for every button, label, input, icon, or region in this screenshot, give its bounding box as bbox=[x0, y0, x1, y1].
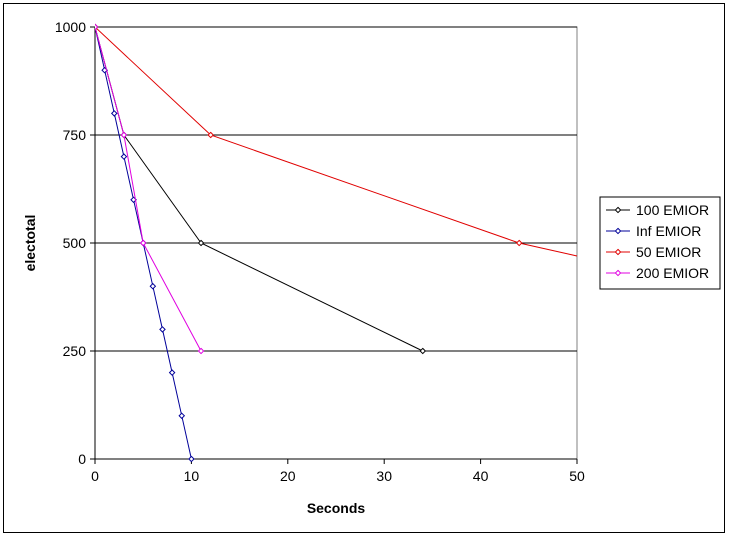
legend-marker bbox=[614, 269, 622, 277]
legend-label: Inf EMIOR bbox=[636, 223, 701, 239]
y-tick-label: 500 bbox=[63, 235, 87, 251]
data-point-marker bbox=[139, 239, 147, 247]
data-point-marker bbox=[207, 131, 214, 139]
legend-item: 200 EMIOR bbox=[606, 265, 709, 281]
y-tick-label: 1000 bbox=[55, 19, 86, 35]
data-point-marker bbox=[168, 369, 176, 376]
x-tick-label: 30 bbox=[376, 468, 392, 484]
series-line bbox=[95, 26, 202, 352]
data-point-marker bbox=[515, 239, 523, 247]
series-200-emior bbox=[95, 23, 205, 355]
data-point-marker bbox=[197, 239, 205, 247]
data-point-marker bbox=[178, 412, 186, 420]
x-tick-label: 0 bbox=[91, 468, 99, 484]
legend: 100 EMIOR Inf EMIOR 50 EMIOR 200 EMIOR bbox=[599, 196, 721, 290]
series-50-emior bbox=[95, 23, 578, 257]
y-tick-label: 250 bbox=[63, 343, 87, 359]
series-lines bbox=[95, 23, 578, 463]
x-tick-label: 50 bbox=[569, 468, 585, 484]
legend-marker bbox=[614, 227, 622, 235]
data-point-marker bbox=[95, 23, 99, 31]
data-point-marker bbox=[188, 455, 195, 463]
legend-marker bbox=[614, 206, 622, 214]
data-point-marker bbox=[149, 282, 157, 290]
x-tick-label: 20 bbox=[280, 468, 296, 484]
x-axis-title: Seconds bbox=[307, 500, 366, 516]
data-point-marker bbox=[120, 131, 128, 139]
y-tick-label: 0 bbox=[78, 451, 86, 467]
legend-label: 50 EMIOR bbox=[636, 244, 701, 260]
x-tick-label: 10 bbox=[184, 468, 200, 484]
x-tick-label: 40 bbox=[473, 468, 489, 484]
data-point-marker bbox=[159, 326, 166, 333]
series-line bbox=[95, 26, 578, 257]
legend-label: 200 EMIOR bbox=[636, 265, 709, 281]
axes: 0 250 500 750 1000 0 10 20 30 40 50 bbox=[55, 19, 585, 484]
legend-item: Inf EMIOR bbox=[606, 223, 701, 239]
legend-item: 100 EMIOR bbox=[606, 202, 709, 218]
data-point-marker bbox=[120, 153, 128, 160]
legend-marker bbox=[614, 248, 622, 256]
y-axis-title: electotal bbox=[22, 215, 38, 272]
y-tick-label: 750 bbox=[63, 127, 87, 143]
legend-item: 50 EMIOR bbox=[606, 244, 701, 260]
legend-label: 100 EMIOR bbox=[636, 202, 709, 218]
data-point-marker bbox=[419, 347, 427, 355]
grid-lines bbox=[95, 26, 577, 352]
data-point-marker bbox=[110, 110, 118, 117]
data-point-marker bbox=[197, 347, 205, 355]
